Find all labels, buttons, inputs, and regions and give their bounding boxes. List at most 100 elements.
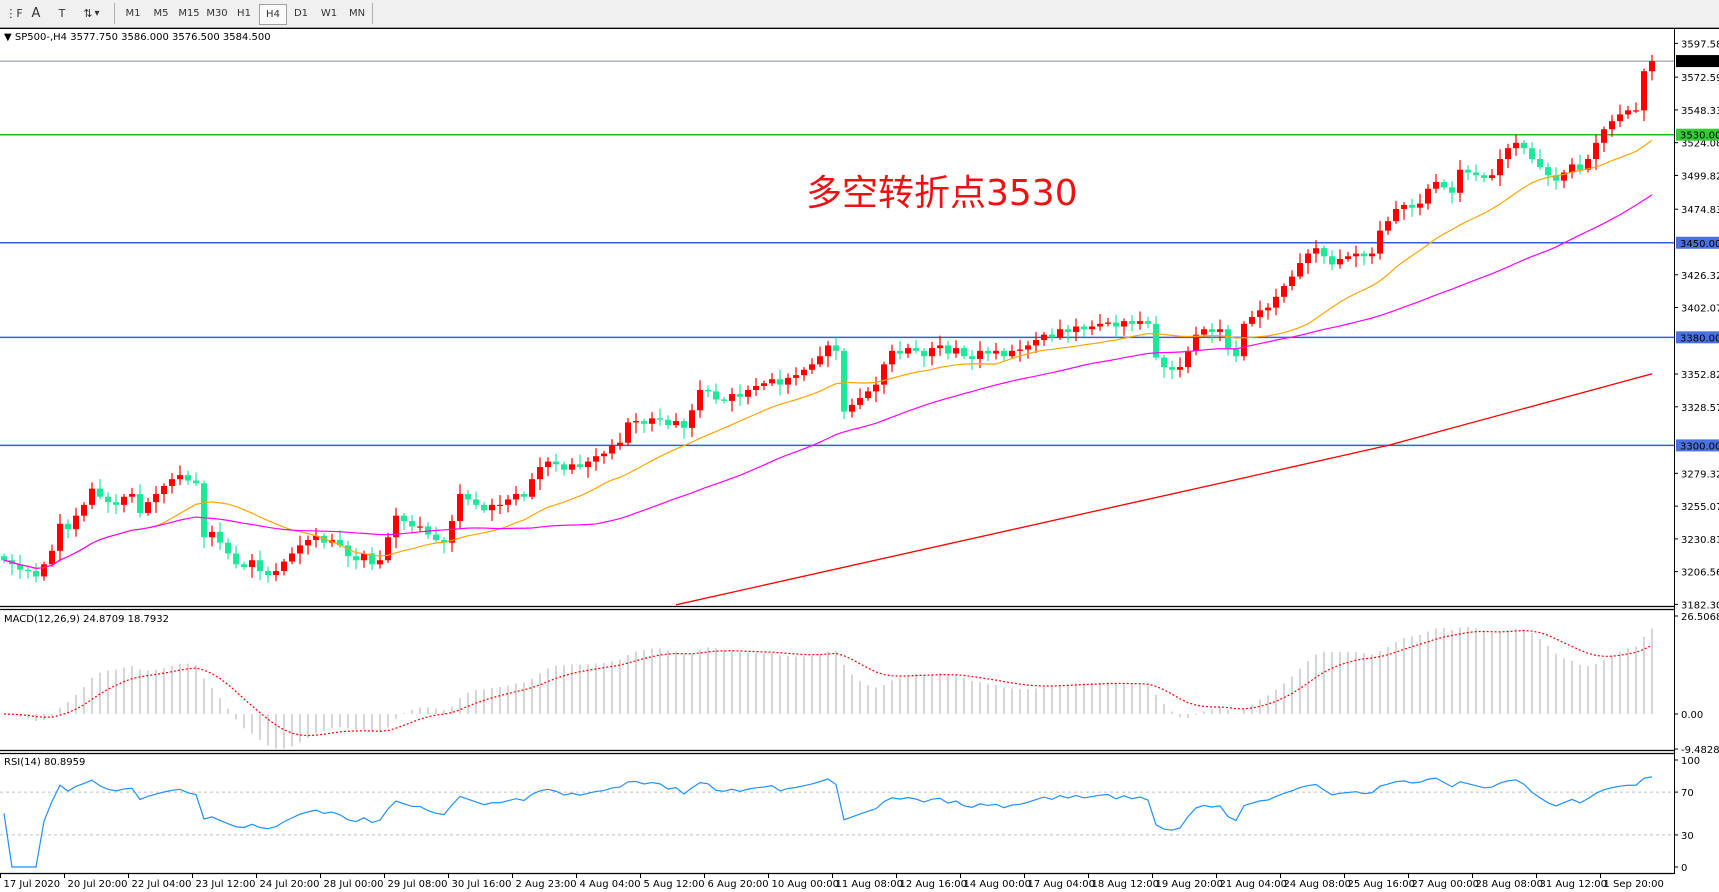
candle-bull xyxy=(697,390,703,411)
candle-bull xyxy=(601,453,607,457)
macd-signal-line xyxy=(3,629,1653,737)
price-label-bg xyxy=(1676,439,1719,452)
time-tick-label: 21 Aug 04:00 xyxy=(1220,879,1287,890)
candle-bull xyxy=(625,422,631,443)
candle-bear xyxy=(1577,164,1583,170)
candle-bear xyxy=(257,560,263,572)
candle-bull xyxy=(73,515,79,530)
candle-bear xyxy=(921,350,927,357)
candle-bear xyxy=(409,521,415,527)
candle-bull xyxy=(361,553,367,561)
timeframe-w1[interactable]: W1 xyxy=(320,8,338,19)
candle-bull xyxy=(209,531,215,538)
candle-bear xyxy=(1481,175,1487,178)
candle-bear xyxy=(577,464,583,468)
price-label-bg xyxy=(1676,331,1719,344)
text-f-icon[interactable]: ⋮F xyxy=(5,7,23,20)
price-tick-label: 3206.560 xyxy=(1681,568,1719,579)
candle-bull xyxy=(993,350,999,354)
pivot-annotation: 多空转折点3530 xyxy=(806,173,1078,214)
candle-bull xyxy=(825,345,831,357)
time-tick-label: 29 Jul 08:00 xyxy=(388,879,448,890)
timeframe-m1[interactable]: M1 xyxy=(125,8,141,19)
candle-bear xyxy=(1473,172,1479,176)
timeframe-m30[interactable]: M30 xyxy=(206,8,228,19)
candle-bull xyxy=(1401,204,1407,209)
rsi-tick-label: 70 xyxy=(1681,788,1694,799)
candle-bear xyxy=(1329,256,1335,265)
price-tick-label: 3328.570 xyxy=(1681,403,1719,414)
arrows-icon[interactable]: ⇅ xyxy=(83,7,93,20)
toolbar-separator xyxy=(372,3,373,24)
time-tick-label: 28 Aug 08:00 xyxy=(1476,879,1543,890)
candle-bull xyxy=(1305,253,1311,264)
candle-bull xyxy=(1073,326,1079,332)
candle-bull xyxy=(57,523,63,551)
candle-bear xyxy=(25,569,31,572)
candle-bear xyxy=(521,494,527,497)
candle-bear xyxy=(17,564,23,570)
candle-bear xyxy=(897,350,903,354)
timeframe-d1[interactable]: D1 xyxy=(293,8,309,19)
candle-bull xyxy=(753,385,759,391)
timeframe-m15[interactable]: M15 xyxy=(178,8,200,19)
candle-bull xyxy=(1641,71,1647,111)
timeframe-h1[interactable]: H1 xyxy=(237,8,251,19)
candle-bear xyxy=(1409,204,1415,208)
text-a-icon[interactable]: A xyxy=(31,6,41,21)
price-tick-label: 3524.080 xyxy=(1681,139,1719,150)
rsi-line xyxy=(3,776,1653,868)
candle-bear xyxy=(1233,348,1239,357)
time-tick-label: 31 Aug 12:00 xyxy=(1540,879,1607,890)
macd-tick-label: -9.4828 xyxy=(1681,745,1719,756)
candle-bear xyxy=(97,488,103,497)
candle-bear xyxy=(1521,142,1527,149)
candle-bear xyxy=(337,539,343,546)
candle-bull xyxy=(417,526,423,528)
candle-bull xyxy=(377,560,383,565)
price-label-bg xyxy=(1676,128,1719,141)
candle-bull xyxy=(905,348,911,354)
candle-bear xyxy=(777,379,783,385)
dropdown-arrow-icon[interactable]: ▾ xyxy=(94,8,100,19)
timeframe-m5[interactable]: M5 xyxy=(153,8,169,19)
candle-bear xyxy=(553,461,559,465)
candle-bull xyxy=(313,535,319,540)
candle-bull xyxy=(633,421,639,423)
candle-bull xyxy=(1033,340,1039,346)
candle-bull xyxy=(1241,323,1247,357)
candle-bull xyxy=(1217,329,1223,332)
price-tick-label: 3182.305 xyxy=(1681,600,1719,611)
candle-bull xyxy=(41,564,47,577)
rsi-tick-label: 100 xyxy=(1681,756,1700,767)
candle-bear xyxy=(113,502,119,505)
candle-bull xyxy=(809,364,815,370)
candle-bear xyxy=(705,390,711,392)
candle-bull xyxy=(1433,181,1439,189)
candle-bull xyxy=(1345,256,1351,259)
timeframe-h4[interactable]: H4 xyxy=(259,4,287,25)
candle-bull xyxy=(1625,110,1631,115)
timeframe-mn[interactable]: MN xyxy=(348,8,366,19)
time-tick-label: 23 Jul 12:00 xyxy=(196,879,256,890)
ohlc-values: 3577.750 3586.000 3576.500 3584.500 xyxy=(70,32,271,43)
candle-bull xyxy=(929,348,935,357)
time-tick-label: 17 Jul 2020 xyxy=(4,879,61,890)
candle-bull xyxy=(177,475,183,480)
time-tick-label: 22 Jul 04:00 xyxy=(132,879,192,890)
time-tick-label: 24 Jul 20:00 xyxy=(260,879,320,890)
candle-bull xyxy=(881,364,887,385)
text-label-icon[interactable]: T xyxy=(58,7,66,20)
candle-bull xyxy=(1137,321,1143,324)
time-tick-label: 4 Aug 04:00 xyxy=(580,879,641,890)
price-tick-label: 3279.325 xyxy=(1681,469,1719,480)
candle-bear xyxy=(1,556,7,561)
time-tick-label: 25 Aug 16:00 xyxy=(1348,879,1415,890)
candle-bear xyxy=(65,523,71,530)
collapse-triangle-icon[interactable]: ▼ xyxy=(4,32,12,43)
candle-bear xyxy=(241,564,247,567)
candle-bull xyxy=(153,494,159,503)
candle-bear xyxy=(1321,248,1327,257)
candle-bear xyxy=(737,394,743,397)
candle-bull xyxy=(1593,142,1599,160)
